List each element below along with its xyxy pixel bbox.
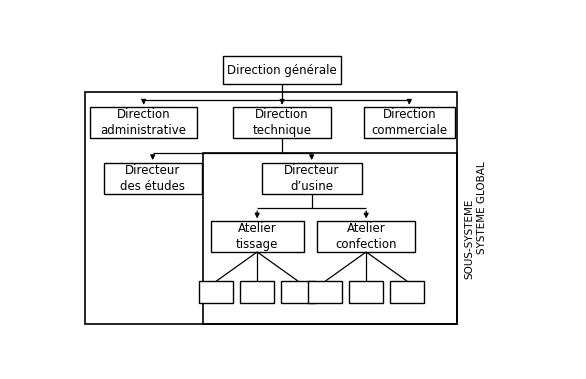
Text: Direction
commerciale: Direction commerciale — [372, 108, 447, 137]
Bar — [210, 221, 304, 252]
Text: Directeur
d’usine: Directeur d’usine — [284, 164, 339, 193]
Bar — [199, 281, 233, 303]
Bar — [104, 163, 202, 194]
Text: Direction générale: Direction générale — [227, 64, 337, 77]
Text: Atelier
tissage: Atelier tissage — [236, 222, 278, 251]
Text: Directeur
des études: Directeur des études — [120, 164, 185, 193]
Bar — [390, 281, 424, 303]
Text: Direction
technique: Direction technique — [253, 108, 312, 137]
Bar — [308, 281, 342, 303]
Bar — [233, 108, 331, 138]
Text: Direction
administrative: Direction administrative — [101, 108, 187, 137]
Bar — [262, 163, 362, 194]
Bar — [84, 92, 457, 324]
Bar — [90, 108, 197, 138]
Bar — [281, 281, 315, 303]
Text: Atelier
confection: Atelier confection — [335, 222, 397, 251]
Bar — [240, 281, 274, 303]
Text: SYSTEME GLOBAL: SYSTEME GLOBAL — [477, 162, 487, 254]
Bar — [203, 153, 457, 324]
Text: SOUS-SYSTEME: SOUS-SYSTEME — [465, 199, 475, 279]
Bar — [364, 108, 455, 138]
Bar — [349, 281, 383, 303]
Bar — [223, 56, 341, 84]
Bar — [318, 221, 415, 252]
